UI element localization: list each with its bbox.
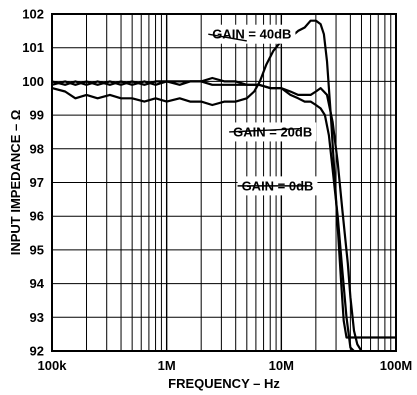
x-tick-label: 10M — [269, 358, 294, 373]
series-line-3 — [51, 76, 355, 352]
y-tick-label: 93 — [30, 310, 44, 325]
series-line-1 — [51, 19, 396, 339]
y-tick-label: 96 — [30, 209, 44, 224]
y-tick-label: 97 — [30, 175, 44, 190]
annotation-2: GAIN = 20dB — [229, 122, 317, 142]
annotation-background — [208, 24, 296, 44]
y-tick-label: 102 — [22, 7, 44, 22]
y-tick-label: 99 — [30, 108, 44, 123]
y-axis-title: INPUT IMPEDANCE – Ω — [8, 110, 23, 256]
series-group — [51, 19, 396, 352]
annotation-1: GAIN = 40dB — [208, 24, 296, 44]
x-axis-title: FREQUENCY – Hz — [168, 376, 280, 391]
y-tick-label: 92 — [30, 344, 44, 359]
tick-labels: 92 93 94 95 96 97 98 99 100 101 102 100k 1M 10M 100M — [22, 7, 412, 374]
x-tick-label: 100M — [380, 358, 413, 373]
annotation-3: GAIN = 0dB — [237, 176, 318, 196]
y-tick-label: 101 — [22, 40, 44, 55]
annotations: GAIN = 40dB GAIN = 20dB GAIN = 0dB — [208, 24, 318, 196]
plot-frame — [51, 13, 397, 352]
x-tick-label: 1M — [158, 358, 176, 373]
annotation-label: GAIN = 40dB — [212, 27, 291, 42]
annotation-leader — [208, 33, 247, 42]
annotation-background — [229, 122, 317, 142]
annotation-label: GAIN = 20dB — [233, 124, 312, 139]
y-tick-label: 98 — [30, 141, 44, 156]
y-tick-label: 100 — [22, 74, 44, 89]
annotation-leader — [229, 127, 302, 133]
x-tick-label: 100k — [38, 358, 68, 373]
y-tick-label: 94 — [30, 276, 45, 291]
y-tick-label: 95 — [30, 242, 44, 257]
